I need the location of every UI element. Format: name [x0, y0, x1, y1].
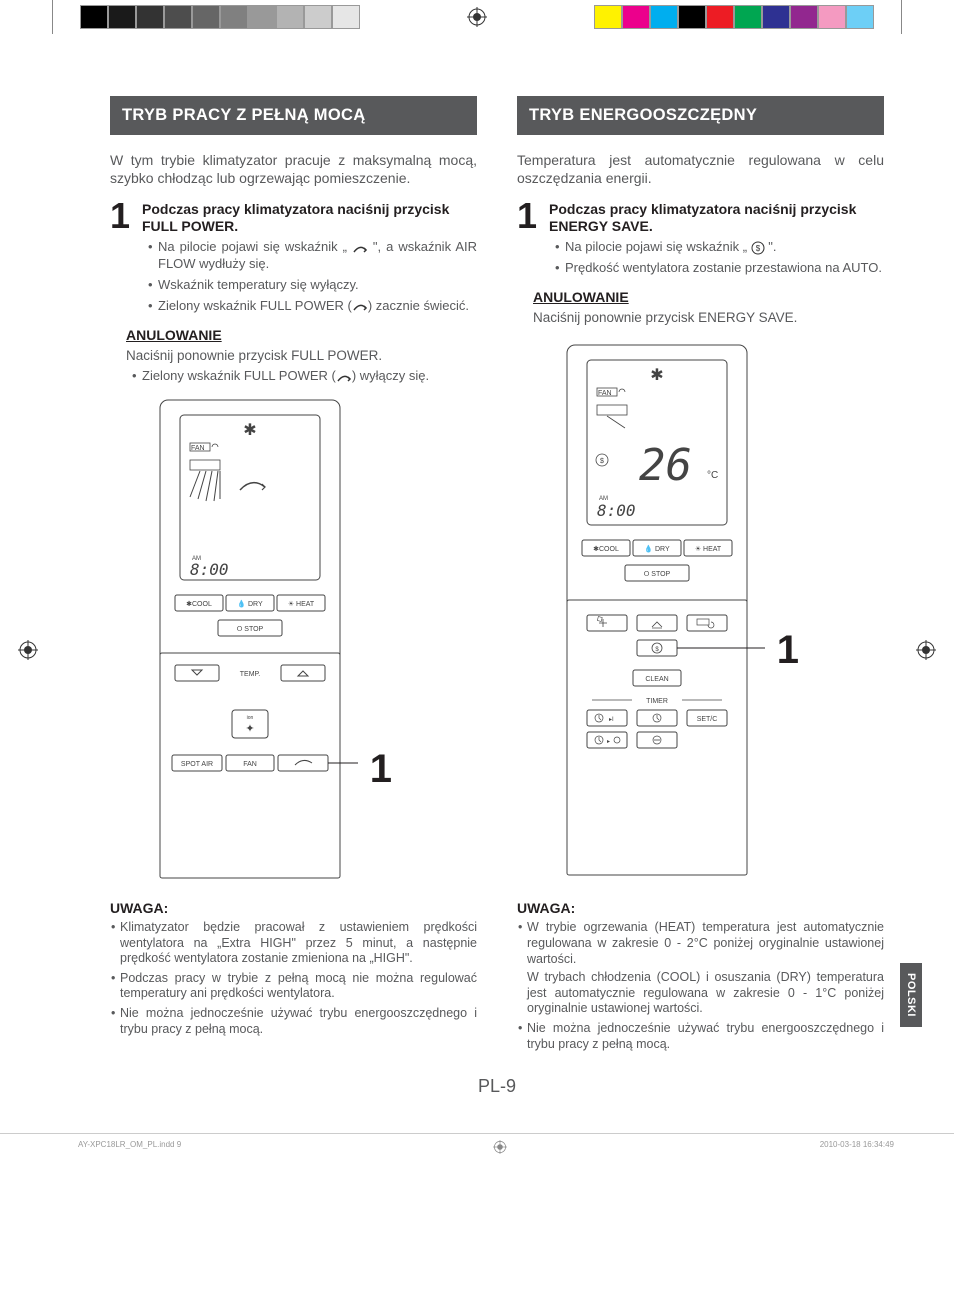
step-bullets: Na pilocie pojawi się wskaźnik „ $ ". Pr…	[549, 239, 884, 277]
callout-number: 1	[370, 747, 392, 792]
svg-text:CLEAN: CLEAN	[645, 676, 668, 683]
callout-number: 1	[777, 628, 799, 673]
note-item: W trybie ogrzewania (HEAT) temperatura j…	[527, 920, 884, 1017]
step-bullets: Na pilocie pojawi się wskaźnik „ ", a ws…	[142, 239, 477, 315]
step-number: 1	[517, 201, 543, 280]
intro-text: W tym trybie klimatyzator pracuje z maks…	[110, 151, 477, 187]
note-item: Podczas pracy w trybie z pełną mocą nie …	[120, 971, 477, 1002]
svg-text:$: $	[755, 244, 760, 253]
cancel-heading: ANULOWANIE	[126, 327, 477, 343]
step-1: 1 Podczas pracy klimatyzatora naciśnij p…	[517, 201, 884, 280]
step-1: 1 Podczas pracy klimatyzatora naciśnij p…	[110, 201, 477, 318]
svg-text:26: 26	[639, 440, 692, 491]
registration-mark-icon	[467, 7, 487, 27]
svg-text:TEMP.: TEMP.	[240, 671, 261, 678]
svg-text:☀ HEAT: ☀ HEAT	[288, 600, 315, 608]
note-list: Klimatyzator będzie pracował z ustawieni…	[110, 920, 477, 1037]
footer-timestamp: 2010-03-18 16:34:49	[820, 1140, 894, 1154]
bullet-item: Na pilocie pojawi się wskaźnik „ $ ".	[565, 239, 884, 256]
bullet-item: Prędkość wentylatora zostanie przestawio…	[565, 260, 884, 277]
swirl-icon	[336, 371, 352, 383]
svg-text:FAN: FAN	[191, 445, 205, 452]
svg-text:8:00: 8:00	[597, 501, 636, 520]
swirl-icon	[352, 242, 368, 254]
svg-text:SET/C: SET/C	[697, 716, 718, 723]
svg-text:✱: ✱	[650, 367, 663, 384]
note-heading: UWAGA:	[517, 900, 884, 916]
svg-text:⭘ STOP: ⭘ STOP	[237, 626, 264, 633]
intro-text: Temperatura jest automatycznie regulowan…	[517, 151, 884, 187]
cancel-text: Naciśnij ponownie przycisk FULL POWER.	[126, 347, 477, 365]
svg-text:💧 DRY: 💧 DRY	[237, 599, 263, 608]
footer-filename: AY-XPC18LR_OM_PL.indd 9	[78, 1140, 181, 1154]
svg-text:FAN: FAN	[243, 761, 257, 768]
step-title: Podczas pracy klimatyzatora naciśnij prz…	[142, 201, 477, 235]
step-number: 1	[110, 201, 136, 318]
svg-text:✱COOL: ✱COOL	[186, 600, 212, 608]
language-tab: POLSKI	[900, 963, 922, 1027]
bullet-item: Zielony wskaźnik FULL POWER () zacznie ś…	[158, 298, 477, 315]
note-list: W trybie ogrzewania (HEAT) temperatura j…	[517, 920, 884, 1052]
svg-text:FAN: FAN	[598, 390, 612, 397]
svg-text:✱COOL: ✱COOL	[593, 545, 619, 553]
print-footer: AY-XPC18LR_OM_PL.indd 9 2010-03-18 16:34…	[0, 1133, 954, 1164]
process-color-bar	[594, 5, 874, 29]
page-number: PL-9	[110, 1076, 884, 1097]
remote-control-diagram: ✱ FAN AM 8:00 ✱COOL	[140, 395, 380, 890]
svg-text:💧 DRY: 💧 DRY	[644, 544, 670, 553]
bullet-item: Zielony wskaźnik FULL POWER () wyłączy s…	[142, 368, 477, 385]
note-heading: UWAGA:	[110, 900, 477, 916]
swirl-icon	[352, 300, 368, 312]
bullet-item: Na pilocie pojawi się wskaźnik „ ", a ws…	[158, 239, 477, 273]
section-header-energy-save: TRYB ENERGOOSZCZĘDNY	[517, 96, 884, 135]
greyscale-bar	[80, 5, 360, 29]
registration-mark-icon	[493, 1140, 507, 1154]
svg-text:°C: °C	[707, 470, 718, 481]
note-item: Klimatyzator będzie pracował z ustawieni…	[120, 920, 477, 967]
note-item: Nie można jednocześnie używać trybu ener…	[527, 1021, 884, 1052]
cancel-heading: ANULOWANIE	[533, 289, 884, 305]
svg-text:$: $	[600, 458, 604, 465]
cancel-text: Naciśnij ponownie przycisk ENERGY SAVE.	[533, 309, 884, 327]
svg-text:⭘ STOP: ⭘ STOP	[644, 571, 671, 578]
right-column: TRYB ENERGOOSZCZĘDNY Temperatura jest au…	[517, 96, 884, 1056]
note-item: Nie można jednocześnie używać trybu ener…	[120, 1006, 477, 1037]
svg-text:ion: ion	[247, 715, 254, 721]
section-header-full-power: TRYB PRACY Z PEŁNĄ MOCĄ	[110, 96, 477, 135]
dollar-circle-icon: $	[751, 241, 765, 255]
svg-text:SPOT AIR: SPOT AIR	[181, 761, 213, 768]
svg-text:▸: ▸	[607, 739, 610, 745]
manual-page: TRYB PRACY Z PEŁNĄ MOCĄ W tym trybie kli…	[0, 36, 954, 1127]
svg-text:8:00: 8:00	[190, 560, 229, 579]
svg-text:TIMER: TIMER	[646, 698, 668, 705]
svg-text:✦: ✦	[245, 723, 254, 735]
left-column: TRYB PRACY Z PEŁNĄ MOCĄ W tym trybie kli…	[110, 96, 477, 1056]
svg-text:☀ HEAT: ☀ HEAT	[695, 545, 722, 553]
remote-control-diagram: ✱ FAN $ 26 °C AM 8:00 ✱COOL 💧 D	[547, 340, 787, 890]
svg-text:✱: ✱	[243, 422, 256, 439]
print-registration-top	[0, 0, 954, 36]
svg-text:▸I: ▸I	[609, 717, 614, 723]
step-title: Podczas pracy klimatyzatora naciśnij prz…	[549, 201, 884, 235]
bullet-item: Wskaźnik temperatury się wyłączy.	[158, 277, 477, 294]
